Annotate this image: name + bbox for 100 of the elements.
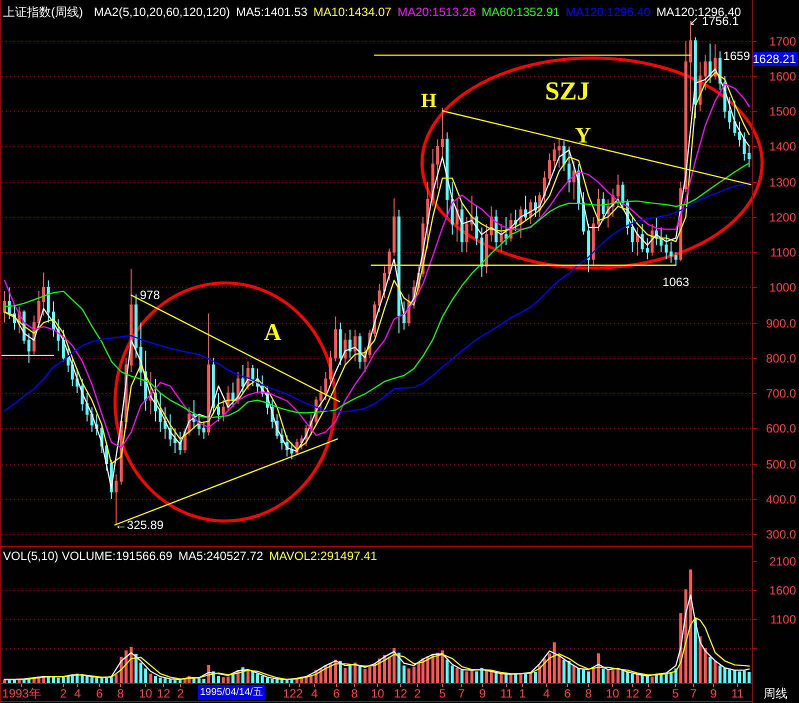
bar: [587, 671, 590, 683]
candlestick: [572, 160, 576, 200]
y-tick-label: 1100: [770, 246, 796, 260]
bar: [636, 674, 639, 683]
bar: [260, 676, 264, 683]
candlestick: [733, 100, 736, 136]
bar: [611, 670, 614, 683]
bar: [708, 656, 712, 683]
x-tick-label: 11: [731, 686, 744, 700]
annotation: 978: [140, 288, 160, 302]
bar: [572, 666, 576, 683]
bar: [500, 674, 503, 683]
candlestick: [3, 290, 6, 324]
bar: [344, 668, 347, 683]
x-tick-label: 1993年: [2, 686, 41, 700]
bar: [524, 673, 528, 683]
bar: [27, 680, 30, 683]
bar: [266, 678, 269, 683]
bar: [450, 666, 454, 683]
candlestick: [646, 238, 649, 260]
bar: [364, 669, 367, 683]
x-tick-label: 6: [333, 686, 340, 700]
bar: [174, 680, 177, 683]
bar: [650, 676, 654, 683]
bar: [358, 666, 362, 683]
candlestick: [178, 431, 182, 456]
bar: [168, 680, 172, 683]
bar: [577, 668, 580, 683]
candlestick: [524, 195, 528, 221]
y-tick-label: 900.0: [766, 316, 796, 330]
bar: [534, 672, 537, 683]
x-tick-label: 6: [96, 686, 104, 700]
y-tick-label: 600.0: [766, 422, 796, 436]
bar: [568, 660, 571, 683]
text: MA120:1296.40: [566, 5, 651, 19]
bar: [456, 668, 459, 683]
bar: [738, 671, 742, 683]
annotation: Y: [575, 122, 591, 148]
bar: [733, 670, 736, 683]
candlestick: [231, 382, 234, 408]
line-series: [4, 617, 750, 680]
y-tick-label: 1500: [769, 104, 796, 118]
y-tick-label: 1400: [769, 140, 796, 154]
x-tick-label: 4: [74, 686, 82, 700]
x-tick-label: 2: [296, 686, 304, 700]
x-tick-label: 12: [626, 686, 640, 700]
candlestick: [217, 392, 220, 422]
candlestick: [456, 198, 459, 242]
y-tick-label: 1000: [769, 280, 796, 294]
annotation: SZJ: [545, 76, 590, 106]
y-tick-label: 1300: [769, 176, 796, 190]
candlestick: [630, 216, 634, 253]
candlestick: [465, 216, 468, 253]
bar: [154, 676, 158, 683]
candlestick: [241, 364, 244, 394]
bar: [582, 670, 585, 683]
bar: [56, 678, 60, 683]
text: MA5:1401.53: [236, 5, 308, 19]
bar: [718, 666, 722, 683]
candlestick: [704, 54, 707, 91]
y-tick-label: 700.0: [766, 386, 796, 400]
bar: [134, 654, 138, 683]
chart-title: VOL(5,10) VOLUME:191566.69: [3, 549, 173, 563]
bar: [251, 671, 254, 683]
legend-title: MA2(5,10,20,60,120,120): [94, 5, 230, 19]
y-tick-label: 1600: [769, 584, 796, 598]
candlestick: [500, 223, 503, 253]
bar: [149, 674, 152, 683]
x-tick-label: 10: [370, 686, 384, 700]
candlestick: [174, 428, 177, 454]
bar: [348, 666, 352, 683]
bar: [52, 676, 55, 683]
x-tick-label: 10: [138, 686, 152, 700]
y-tick-label: 400.0: [766, 492, 796, 506]
bar: [640, 675, 644, 683]
bar: [519, 674, 522, 683]
candlestick: [168, 414, 172, 446]
x-tick-label: 5: [672, 686, 680, 700]
bar: [646, 676, 649, 683]
bar: [285, 680, 288, 683]
y-tick-label: 1600: [769, 70, 796, 84]
bar: [704, 648, 707, 683]
bar: [480, 668, 484, 683]
candlestick: [616, 174, 620, 207]
text: MA60:1352.91: [482, 5, 560, 19]
bar: [397, 652, 400, 683]
bar: [183, 678, 186, 683]
bar: [494, 672, 498, 683]
bar: [538, 666, 542, 683]
bar: [440, 650, 444, 683]
x-tick-label: 8: [117, 686, 124, 700]
bar: [606, 670, 610, 683]
annotation: 1063: [662, 275, 690, 290]
y-tick-label: 2100: [769, 554, 796, 568]
bar: [8, 680, 11, 683]
x-tick-label: 9: [710, 686, 718, 700]
annotation: ←325.89: [114, 518, 164, 532]
candlestick: [290, 442, 294, 460]
text: MA20:1513.28: [397, 5, 476, 19]
bar: [130, 646, 133, 683]
